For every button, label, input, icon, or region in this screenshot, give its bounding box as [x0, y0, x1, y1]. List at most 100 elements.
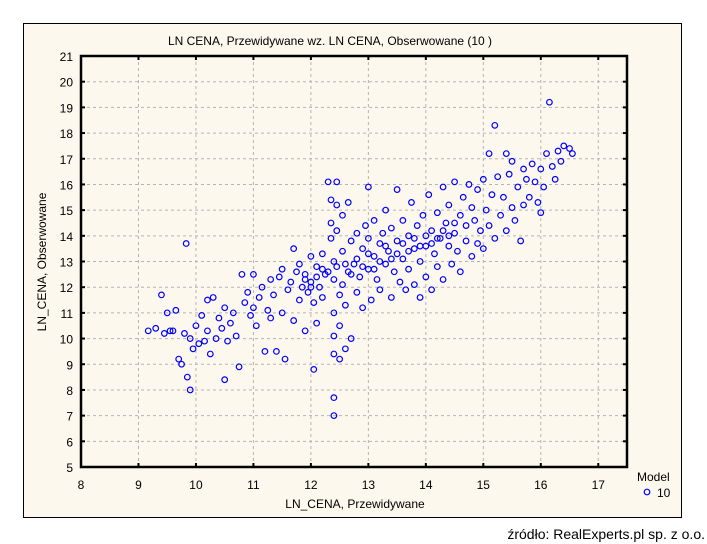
data-point: [313, 263, 321, 271]
data-point: [206, 350, 214, 358]
data-point: [422, 232, 430, 240]
data-point: [482, 206, 490, 214]
data-point: [534, 199, 542, 206]
data-point: [370, 252, 378, 260]
data-point: [195, 340, 203, 348]
y-tick-label: 6: [66, 435, 73, 449]
x-tick-label: 11: [247, 478, 260, 492]
data-point: [273, 348, 280, 355]
data-point: [169, 327, 177, 335]
data-point: [232, 332, 240, 340]
data-point: [330, 276, 338, 283]
data-point: [387, 294, 395, 301]
data-point: [419, 211, 427, 219]
x-tick-label: 9: [135, 478, 142, 492]
data-point: [347, 335, 355, 342]
data-point: [543, 150, 550, 158]
data-point: [310, 365, 318, 373]
data-point: [293, 268, 300, 276]
data-point: [327, 196, 335, 204]
data-point: [566, 145, 573, 152]
data-point: [278, 265, 286, 273]
chart-panel: [23, 23, 682, 518]
data-point: [182, 240, 190, 247]
data-point: [422, 273, 430, 281]
data-point: [172, 306, 180, 314]
data-point: [359, 245, 367, 253]
data-point: [528, 160, 536, 168]
data-point: [373, 276, 381, 283]
data-point: [382, 242, 390, 250]
data-point: [209, 294, 217, 301]
data-point: [428, 240, 435, 247]
data-point: [502, 150, 510, 158]
y-tick-label: 9: [66, 358, 73, 372]
data-point: [356, 273, 364, 281]
data-point: [359, 304, 367, 312]
data-point: [500, 193, 507, 201]
data-point: [333, 178, 341, 186]
data-point: [186, 335, 194, 342]
data-point: [296, 260, 303, 268]
data-point: [523, 175, 530, 183]
data-point: [379, 229, 387, 237]
data-point: [433, 234, 441, 242]
x-tick-label: 8: [78, 478, 85, 492]
legend-title: Model: [637, 470, 670, 484]
data-point: [189, 345, 197, 353]
data-point: [316, 283, 323, 291]
data-point: [183, 373, 191, 381]
data-point: [178, 360, 185, 368]
data-point: [370, 216, 378, 224]
data-point: [451, 229, 458, 237]
data-point: [215, 314, 223, 322]
data-point: [548, 163, 556, 170]
data-point: [330, 412, 338, 420]
data-point: [318, 250, 326, 258]
y-tick-label: 14: [60, 230, 74, 244]
data-point: [540, 183, 548, 191]
data-point: [485, 150, 493, 158]
data-point: [396, 278, 404, 286]
data-point: [339, 247, 346, 255]
data-point: [247, 312, 254, 319]
data-point: [474, 186, 481, 193]
data-point: [497, 211, 504, 219]
data-point: [192, 322, 200, 330]
data-point: [152, 324, 160, 332]
y-tick-label: 11: [61, 307, 74, 321]
data-point: [284, 286, 292, 294]
data-point: [520, 165, 527, 173]
data-point: [336, 355, 344, 363]
data-point: [281, 355, 289, 363]
data-point: [163, 309, 171, 317]
y-tick-label: 5: [66, 461, 73, 475]
data-point: [324, 268, 332, 276]
data-point: [520, 201, 527, 209]
data-point: [347, 270, 355, 278]
data-point: [235, 363, 243, 371]
y-axis-label: LN_CENA, Obserwowane: [35, 192, 49, 331]
data-point: [560, 142, 568, 150]
data-point: [221, 304, 229, 312]
legend-entry: 10: [657, 486, 671, 500]
data-point: [333, 227, 341, 235]
data-point: [410, 281, 418, 289]
y-tick-label: 10: [60, 333, 74, 347]
data-point: [364, 183, 372, 191]
data-point: [347, 237, 355, 245]
data-point: [330, 309, 338, 317]
data-point: [353, 255, 361, 263]
data-point: [201, 337, 208, 345]
data-point: [445, 232, 453, 240]
y-tick-label: 17: [60, 153, 74, 167]
data-point: [485, 222, 493, 229]
data-point: [376, 286, 384, 294]
data-point: [336, 291, 344, 299]
data-point: [511, 216, 519, 224]
data-point: [537, 165, 545, 173]
data-point: [255, 294, 263, 301]
data-point: [186, 386, 194, 394]
data-point: [144, 327, 152, 335]
